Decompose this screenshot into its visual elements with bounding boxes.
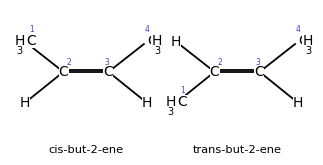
Text: H: H [171, 35, 181, 49]
Text: H: H [166, 95, 176, 109]
Text: 1: 1 [181, 86, 185, 95]
Text: 4: 4 [145, 25, 150, 34]
Text: C: C [104, 65, 113, 79]
Text: trans-but-2-ene: trans-but-2-ene [193, 145, 282, 155]
Text: 3: 3 [255, 58, 260, 66]
Text: 3: 3 [167, 107, 173, 117]
Text: cis-but-2-ene: cis-but-2-ene [48, 145, 123, 155]
Text: H: H [151, 34, 162, 48]
Text: C: C [255, 65, 265, 79]
Text: 3: 3 [104, 58, 109, 66]
Text: 3: 3 [306, 46, 312, 56]
Text: 2: 2 [67, 58, 72, 66]
Text: H: H [15, 34, 25, 48]
Text: H: H [302, 34, 313, 48]
Text: H: H [20, 96, 30, 110]
Text: C: C [298, 34, 308, 48]
Text: C: C [147, 34, 157, 48]
Text: C: C [26, 34, 36, 48]
Text: H: H [142, 96, 152, 110]
Text: C: C [58, 65, 68, 79]
Text: H: H [293, 96, 303, 110]
Text: 2: 2 [218, 58, 223, 66]
Text: 3: 3 [155, 46, 161, 56]
Text: 1: 1 [29, 25, 34, 34]
Text: 3: 3 [16, 46, 22, 56]
Text: C: C [177, 95, 187, 109]
Text: 4: 4 [296, 25, 301, 34]
Text: C: C [210, 65, 219, 79]
